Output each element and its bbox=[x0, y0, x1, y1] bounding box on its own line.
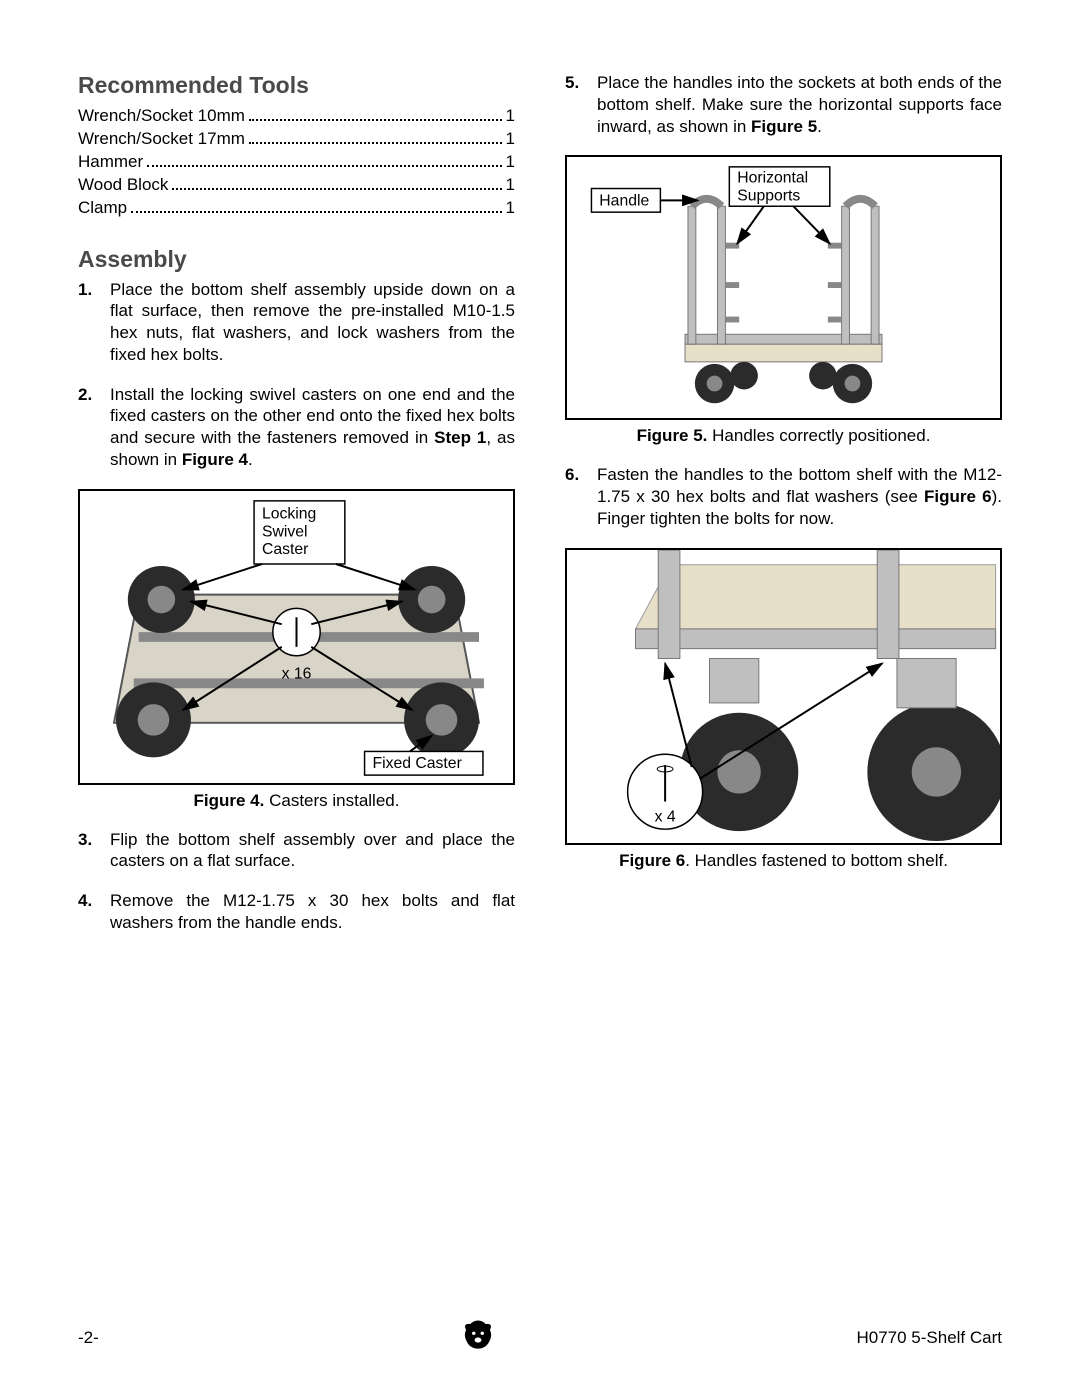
leader-dots bbox=[131, 211, 501, 213]
figure-4: x 16 Locking Swivel Caster bbox=[78, 489, 515, 785]
left-column: Recommended Tools Wrench/Socket 10mm 1 W… bbox=[78, 72, 515, 952]
tool-qty: 1 bbox=[506, 197, 515, 220]
step-body: Remove the M12-1.75 x 30 hex bolts and f… bbox=[110, 890, 515, 934]
caption-bold: Figure 4. bbox=[194, 791, 265, 810]
tool-name: Clamp bbox=[78, 197, 127, 220]
two-column-layout: Recommended Tools Wrench/Socket 10mm 1 W… bbox=[78, 72, 1002, 952]
step-body: Flip the bottom shelf assembly over and … bbox=[110, 829, 515, 873]
tool-row: Wrench/Socket 17mm 1 bbox=[78, 128, 515, 151]
tool-qty: 1 bbox=[506, 128, 515, 151]
assembly-steps-right: 5. Place the handles into the sockets at… bbox=[565, 72, 1002, 137]
figure-ref: Figure 6 bbox=[924, 487, 992, 506]
step-2: 2. Install the locking swivel casters on… bbox=[78, 384, 515, 471]
step-4: 4. Remove the M12-1.75 x 30 hex bolts an… bbox=[78, 890, 515, 934]
caster-icon bbox=[398, 566, 465, 633]
caption-bold: Figure 5. bbox=[637, 426, 708, 445]
hardware-count: x 4 bbox=[655, 808, 676, 825]
page-footer: -2- H0770 5-Shelf Cart bbox=[78, 1318, 1002, 1357]
figure-5: Handle Horizontal Supports bbox=[565, 155, 1002, 420]
step-body: Place the handles into the sockets at bo… bbox=[597, 72, 1002, 137]
assembly-steps-left: 1. Place the bottom shelf assembly upsid… bbox=[78, 279, 515, 471]
figure-6: x 4 bbox=[565, 548, 1002, 845]
fixed-caster-label: Fixed Caster bbox=[372, 755, 461, 772]
tools-list: Wrench/Socket 10mm 1 Wrench/Socket 17mm … bbox=[78, 105, 515, 220]
figure-ref: Figure 4 bbox=[182, 450, 248, 469]
figure-6-svg: x 4 bbox=[567, 550, 1000, 843]
figure-6-caption: Figure 6. Handles fastened to bottom she… bbox=[565, 851, 1002, 871]
figure-4-caption: Figure 4. Casters installed. bbox=[78, 791, 515, 811]
step-body: Install the locking swivel casters on on… bbox=[110, 384, 515, 471]
leader-dots bbox=[249, 119, 502, 121]
step-number: 2. bbox=[78, 384, 110, 471]
label-line: Supports bbox=[737, 188, 800, 205]
caster-icon bbox=[128, 566, 195, 633]
step-number: 1. bbox=[78, 279, 110, 366]
tool-name: Wrench/Socket 17mm bbox=[78, 128, 245, 151]
figure-5-svg: Handle Horizontal Supports bbox=[567, 157, 1000, 418]
tool-name: Hammer bbox=[78, 151, 143, 174]
tool-qty: 1 bbox=[506, 151, 515, 174]
tool-qty: 1 bbox=[506, 105, 515, 128]
document-title: H0770 5-Shelf Cart bbox=[856, 1328, 1002, 1348]
label-line: Horizontal bbox=[737, 170, 808, 187]
right-column: 5. Place the handles into the sockets at… bbox=[565, 72, 1002, 952]
step-6: 6. Fasten the handles to the bottom shel… bbox=[565, 464, 1002, 529]
figure-5-caption: Figure 5. Handles correctly positioned. bbox=[565, 426, 1002, 446]
step-3: 3. Flip the bottom shelf assembly over a… bbox=[78, 829, 515, 873]
caption-bold: Figure 6 bbox=[619, 851, 685, 870]
step-body: Fasten the handles to the bottom shelf w… bbox=[597, 464, 1002, 529]
step-number: 3. bbox=[78, 829, 110, 873]
assembly-steps-left-2: 3. Flip the bottom shelf assembly over a… bbox=[78, 829, 515, 934]
assembly-steps-right-2: 6. Fasten the handles to the bottom shel… bbox=[565, 464, 1002, 529]
caster-icon bbox=[116, 682, 191, 757]
step-ref: Step 1 bbox=[434, 428, 486, 447]
tool-row: Wrench/Socket 10mm 1 bbox=[78, 105, 515, 128]
step-body: Place the bottom shelf assembly upside d… bbox=[110, 279, 515, 366]
tool-row: Hammer 1 bbox=[78, 151, 515, 174]
leader-dots bbox=[172, 188, 501, 190]
caption-text: Casters installed. bbox=[264, 791, 399, 810]
assembly-heading: Assembly bbox=[78, 246, 515, 273]
step-number: 5. bbox=[565, 72, 597, 137]
label-line: Caster bbox=[262, 541, 308, 558]
caption-text: . Handles fastened to bottom shelf. bbox=[685, 851, 948, 870]
leader-dots bbox=[147, 165, 501, 167]
label-line: Swivel bbox=[262, 523, 308, 540]
text: . bbox=[817, 117, 822, 136]
step-1: 1. Place the bottom shelf assembly upsid… bbox=[78, 279, 515, 366]
page: Recommended Tools Wrench/Socket 10mm 1 W… bbox=[0, 0, 1080, 1397]
step-number: 4. bbox=[78, 890, 110, 934]
tool-row: Clamp 1 bbox=[78, 197, 515, 220]
hardware-count: x 16 bbox=[282, 665, 312, 682]
tool-row: Wood Block 1 bbox=[78, 174, 515, 197]
tool-qty: 1 bbox=[506, 174, 515, 197]
figure-4-svg: x 16 Locking Swivel Caster bbox=[80, 491, 513, 783]
bear-logo-icon bbox=[461, 1318, 495, 1357]
figure-ref: Figure 5 bbox=[751, 117, 817, 136]
recommended-tools-heading: Recommended Tools bbox=[78, 72, 515, 99]
text: . bbox=[248, 450, 253, 469]
tool-name: Wood Block bbox=[78, 174, 168, 197]
step-5: 5. Place the handles into the sockets at… bbox=[565, 72, 1002, 137]
caption-text: Handles correctly positioned. bbox=[707, 426, 930, 445]
page-number: -2- bbox=[78, 1328, 99, 1348]
step-number: 6. bbox=[565, 464, 597, 529]
label-line: Locking bbox=[262, 505, 316, 522]
caster-icon bbox=[404, 682, 479, 757]
tool-name: Wrench/Socket 10mm bbox=[78, 105, 245, 128]
handle-label: Handle bbox=[599, 193, 649, 210]
leader-dots bbox=[249, 142, 502, 144]
